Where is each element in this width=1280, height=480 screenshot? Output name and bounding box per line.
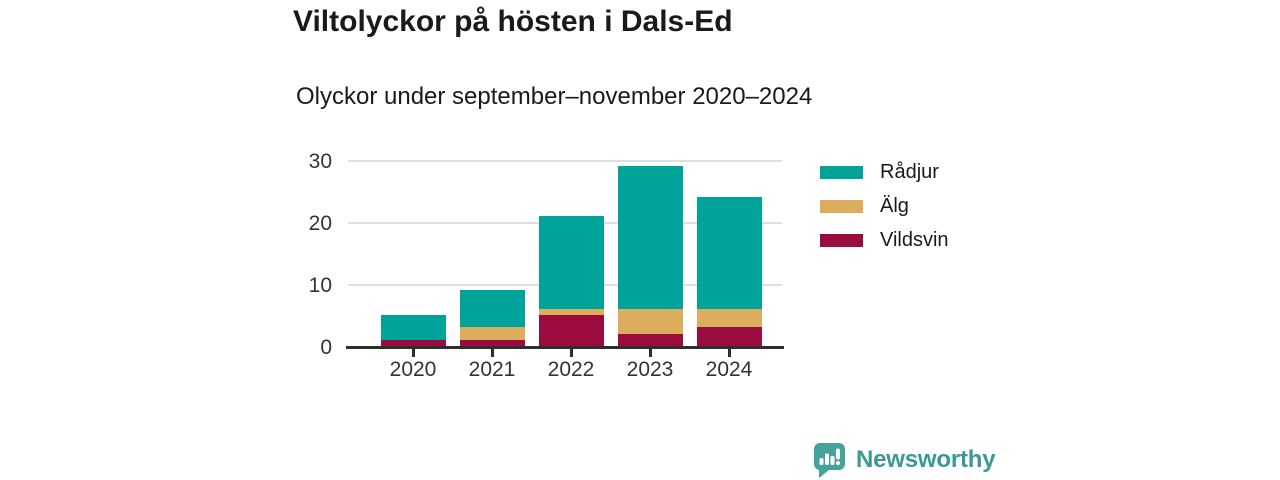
x-axis-label: 2020 — [389, 358, 437, 381]
bar-segment-Vildsvin-2022 — [538, 315, 604, 346]
x-axis-label: 2024 — [705, 358, 753, 381]
bar-segment-Älg-2023 — [617, 308, 683, 334]
bar-segment-Rådjur-2021 — [459, 290, 525, 328]
legend-swatch — [820, 199, 863, 213]
bar-segment-Vildsvin-2024 — [696, 327, 762, 346]
chart-subtitle: Olyckor under september–november 2020–20… — [296, 83, 813, 110]
bar-segment-Rådjur-2022 — [538, 215, 604, 309]
newsworthy-logo-icon — [814, 443, 845, 478]
x-axis-tick — [412, 349, 415, 357]
x-axis-tick — [649, 349, 652, 357]
x-axis-tick — [491, 349, 494, 357]
plot-area: 2020 2021 2022 2023 2024 — [346, 150, 784, 381]
chart-title: Viltolyckor på hösten i Dals-Ed — [293, 5, 733, 38]
bar-segment-Rådjur-2023 — [617, 166, 683, 309]
bar-segment-Älg-2022 — [538, 308, 604, 315]
legend-item-Älg: Älg — [820, 194, 949, 218]
legend-label: Älg — [880, 194, 909, 217]
newsworthy-logo-text: Newsworthy — [856, 446, 996, 473]
x-axis-label: 2021 — [468, 358, 516, 381]
legend-label: Vildsvin — [880, 228, 949, 251]
y-axis: 0 10 20 30 — [270, 150, 340, 359]
bar-segment-Älg-2024 — [696, 308, 762, 328]
bar-segment-Vildsvin-2020 — [380, 339, 446, 346]
y-axis-label: 0 — [320, 335, 332, 359]
legend-item-Vildsvin: Vildsvin — [820, 228, 949, 252]
y-axis-label: 20 — [308, 211, 332, 235]
bar-segment-Älg-2021 — [459, 327, 525, 340]
x-axis-line — [346, 345, 784, 349]
x-axis-label: 2022 — [547, 358, 595, 381]
legend-swatch — [820, 233, 863, 247]
y-axis-label: 30 — [308, 149, 332, 173]
x-axis-tick — [570, 349, 573, 357]
x-axis-label: 2023 — [626, 358, 674, 381]
x-axis-tick — [728, 349, 731, 357]
legend-swatch — [820, 165, 863, 179]
y-axis-label: 10 — [308, 273, 332, 297]
bar-segment-Vildsvin-2023 — [617, 333, 683, 346]
branding: Newsworthy — [811, 441, 996, 479]
legend-label: Rådjur — [880, 160, 939, 183]
bar-segment-Rådjur-2020 — [380, 315, 446, 340]
legend: Rådjur Älg Vildsvin — [820, 160, 949, 262]
bar-segment-Rådjur-2024 — [696, 197, 762, 309]
bar-segment-Vildsvin-2021 — [459, 339, 525, 346]
gridline-30 — [348, 160, 782, 162]
legend-item-Rådjur: Rådjur — [820, 160, 949, 184]
